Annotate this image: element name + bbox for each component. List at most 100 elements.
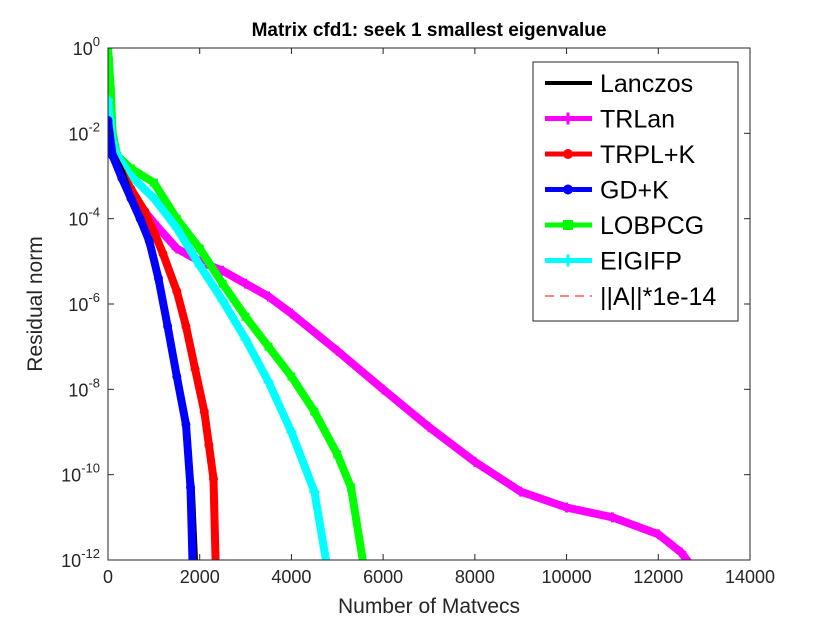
data-point: [108, 95, 113, 106]
x-axis-label: Number of Matvecs: [338, 595, 520, 618]
data-point: [199, 407, 209, 417]
y-tick-base: 10: [68, 210, 88, 230]
legend-marker: [563, 184, 573, 195]
data-point: [108, 48, 112, 52]
legend-label: EIGIFP: [600, 248, 682, 276]
legend: Lanczos TRLan TRPL+K GD+K LOBPCG EIGIFP ||A||*…: [532, 61, 739, 322]
legend-label: LOBPCG: [600, 212, 704, 240]
data-point: [695, 572, 705, 582]
y-tick-base: 10: [61, 466, 81, 486]
legend-item: TRLan: [545, 106, 675, 134]
y-tick-base: 10: [73, 39, 93, 59]
data-point: [181, 419, 191, 429]
y-tick-exponent: -12: [81, 546, 100, 561]
series-gd-k: [108, 115, 197, 560]
data-point: [149, 178, 158, 187]
data-point: [287, 372, 296, 381]
data-point: [144, 236, 154, 246]
data-point: [469, 456, 480, 467]
legend-label: GD+K: [600, 177, 669, 205]
data-point: [171, 243, 182, 254]
data-point: [676, 547, 687, 558]
legend-item: EIGIFP: [545, 248, 682, 276]
legend-item: LOBPCG: [545, 212, 704, 240]
data-point: [172, 214, 181, 223]
y-tick-exponent: -4: [88, 205, 100, 220]
y-tick-exponent: -8: [88, 375, 100, 390]
data-point: [286, 427, 297, 437]
legend-marker: [562, 112, 574, 125]
data-point: [158, 249, 168, 259]
axis-layer: 0 2000 4000 6000 8000 10000 12000 1400010010-21…: [61, 34, 775, 587]
data-point: [181, 321, 191, 331]
data-point: [195, 244, 204, 253]
y-tick-exponent: -10: [81, 461, 100, 476]
data-point: [309, 486, 320, 497]
data-point: [190, 364, 200, 374]
legend-item: ||A||*1e-14: [545, 283, 716, 311]
data-point: [126, 164, 135, 173]
data-point: [172, 371, 182, 381]
data-point: [264, 342, 273, 351]
data-point: [607, 512, 618, 523]
x-tick-label: 10000: [542, 567, 592, 587]
data-point: [135, 214, 145, 224]
y-tick-base: 10: [68, 380, 88, 400]
legend-item: Lanczos: [545, 70, 693, 98]
legend-label: Lanczos: [600, 70, 693, 98]
legend-label: ||A||*1e-14: [600, 283, 716, 311]
data-point: [217, 265, 228, 276]
y-tick-label: 10-8: [68, 375, 100, 400]
data-point: [286, 308, 297, 319]
data-point: [126, 193, 136, 203]
data-point: [263, 291, 274, 302]
data-point: [172, 286, 182, 296]
data-point: [561, 502, 572, 513]
data-point: [218, 279, 227, 288]
data-point: [186, 483, 196, 493]
y-tick-exponent: -6: [88, 290, 100, 305]
y-tick-exponent: -2: [88, 119, 100, 134]
x-tick-label: 8000: [455, 567, 495, 587]
legend-item: GD+K: [545, 177, 669, 205]
legend-marker: [562, 254, 574, 267]
data-point: [149, 227, 159, 237]
data-point: [241, 312, 250, 321]
data-point: [108, 151, 118, 161]
data-point: [333, 450, 342, 459]
data-point: [204, 440, 214, 450]
y-tick-base: 10: [68, 124, 88, 144]
x-tick-label: 2000: [180, 567, 220, 587]
data-point: [194, 260, 205, 271]
data-point: [108, 86, 115, 95]
y-tick-label: 10-2: [68, 119, 100, 144]
series-layer: [108, 48, 705, 582]
y-axis-label: Residual norm: [24, 236, 47, 371]
y-tick-exponent: 0: [93, 34, 100, 49]
legend-label: TRPL+K: [600, 141, 696, 169]
data-point: [332, 345, 343, 356]
data-point: [217, 295, 228, 306]
y-tick-label: 10-12: [61, 546, 100, 571]
data-point: [240, 278, 251, 289]
data-point: [163, 321, 173, 331]
y-tick-base: 10: [68, 295, 88, 315]
data-point: [653, 529, 664, 540]
data-point: [240, 334, 251, 345]
x-tick-label: 14000: [725, 567, 775, 587]
x-tick-label: 12000: [633, 567, 683, 587]
data-point: [153, 273, 163, 283]
legend-marker: [563, 220, 573, 230]
x-tick-label: 0: [103, 567, 113, 587]
data-point: [117, 173, 127, 183]
data-point: [171, 223, 182, 234]
data-point: [515, 486, 526, 497]
y-tick-base: 10: [61, 551, 81, 571]
data-point: [148, 193, 159, 204]
data-point: [208, 474, 218, 484]
legend-label: TRLan: [600, 106, 675, 134]
data-point: [263, 376, 274, 387]
x-tick-label: 6000: [363, 567, 403, 587]
data-point: [424, 422, 434, 433]
